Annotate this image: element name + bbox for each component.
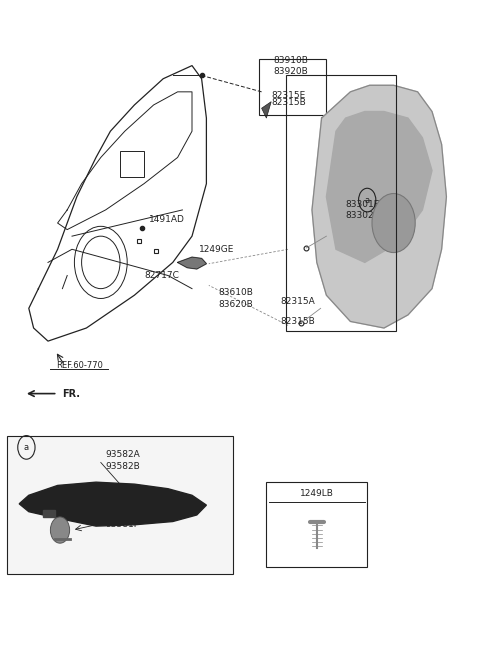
Text: 1491AD: 1491AD: [149, 215, 185, 224]
Polygon shape: [312, 85, 446, 328]
Text: 82717C: 82717C: [144, 271, 179, 280]
Text: 82315B: 82315B: [281, 317, 315, 326]
Text: 82315A: 82315A: [281, 297, 315, 306]
Text: a: a: [24, 443, 29, 452]
Text: 1249GE: 1249GE: [199, 245, 235, 254]
Text: 83610B
83620B: 83610B 83620B: [218, 289, 253, 308]
Text: 83301E
83302E: 83301E 83302E: [346, 200, 380, 220]
FancyBboxPatch shape: [7, 436, 233, 574]
Text: 1249LB: 1249LB: [300, 489, 334, 499]
Circle shape: [372, 194, 415, 253]
Polygon shape: [43, 510, 55, 517]
Text: FR.: FR.: [62, 388, 81, 399]
Circle shape: [50, 517, 70, 543]
Polygon shape: [262, 102, 271, 118]
Text: a: a: [365, 195, 370, 205]
Text: 93581F: 93581F: [106, 520, 140, 529]
Text: 93582A
93582B: 93582A 93582B: [106, 451, 140, 470]
Text: 83910B
83920B: 83910B 83920B: [274, 56, 309, 75]
Text: 82315E: 82315E: [271, 91, 305, 100]
Text: 82315B: 82315B: [271, 98, 306, 108]
Polygon shape: [326, 112, 432, 262]
Polygon shape: [19, 482, 206, 526]
Polygon shape: [178, 257, 206, 269]
Text: REF.60-770: REF.60-770: [56, 361, 103, 370]
FancyBboxPatch shape: [266, 482, 367, 567]
